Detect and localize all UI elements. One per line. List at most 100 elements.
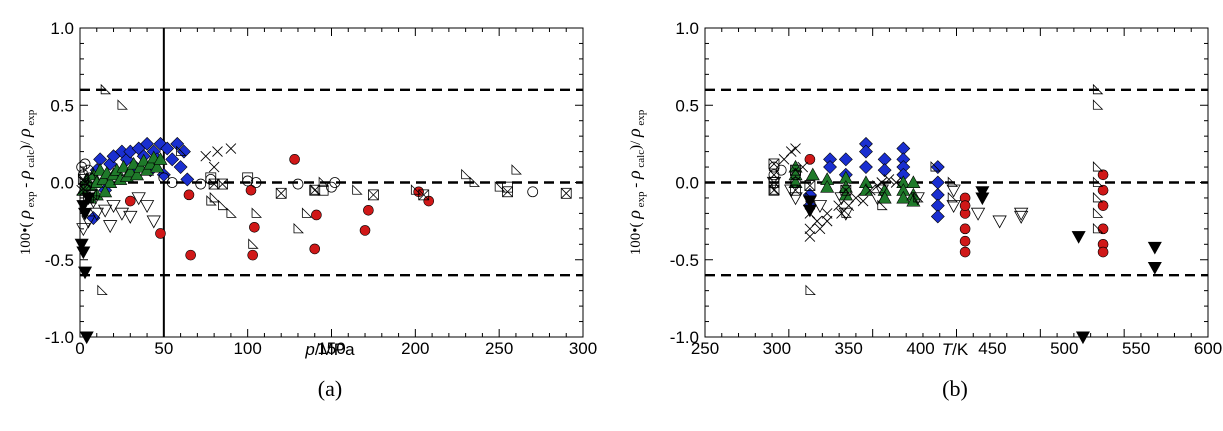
- x-tick-label: 450: [978, 339, 1006, 358]
- data-point: [959, 223, 971, 235]
- y-tick-label: 0.5: [50, 96, 74, 115]
- data-point: [176, 145, 187, 157]
- data-point: [874, 184, 889, 198]
- data-point: [797, 161, 809, 173]
- data-point: [833, 200, 844, 211]
- data-point: [1097, 200, 1109, 211]
- data-point: [131, 192, 146, 206]
- data-point: [859, 160, 873, 174]
- panel-caption: (a): [318, 376, 342, 401]
- data-point: [76, 161, 88, 173]
- data-point: [970, 207, 986, 221]
- y-tick-label: -0.5: [670, 251, 699, 270]
- data-point: [123, 210, 138, 224]
- data-point: [877, 199, 888, 211]
- data-point: [804, 231, 816, 242]
- data-point: [872, 180, 883, 191]
- y-tick-label: 0.0: [50, 174, 74, 193]
- data-point: [560, 187, 572, 199]
- data-point: [890, 177, 902, 188]
- data-point: [959, 235, 971, 247]
- data-point: [293, 222, 304, 234]
- data-point: [1092, 161, 1104, 172]
- data-point: [805, 191, 816, 203]
- x-tick-label: 100: [233, 339, 261, 358]
- data-point: [1075, 331, 1090, 345]
- data-point: [930, 175, 945, 190]
- data-point: [289, 154, 300, 165]
- data-point: [185, 249, 196, 261]
- data-point: [79, 158, 91, 170]
- data-point: [98, 184, 113, 198]
- data-point: [140, 136, 154, 151]
- series-triangle-down-filled: [802, 186, 1162, 345]
- data-point: [150, 159, 165, 173]
- series-cross: [768, 143, 902, 242]
- data-point: [292, 178, 304, 190]
- data-point: [1147, 241, 1162, 255]
- data-point: [1013, 210, 1029, 224]
- data-point: [129, 167, 145, 181]
- x-tick-label: 350: [835, 339, 863, 358]
- data-point: [410, 184, 422, 195]
- series-square-open: [205, 172, 513, 196]
- series-circle: [804, 154, 1109, 258]
- data-point: [876, 177, 888, 188]
- data-point: [301, 207, 313, 218]
- data-point: [225, 143, 237, 154]
- series-triangle-right-open: [769, 83, 1104, 296]
- data-point: [820, 180, 835, 193]
- data-point: [103, 220, 118, 234]
- data-point: [125, 195, 136, 207]
- data-point: [494, 181, 506, 192]
- data-point: [930, 160, 945, 174]
- data-point: [913, 191, 924, 203]
- data-point: [768, 169, 780, 181]
- data-point: [79, 331, 94, 345]
- data-point: [173, 160, 188, 174]
- data-point: [158, 172, 170, 184]
- data-point: [170, 136, 185, 151]
- data-point: [992, 215, 1007, 229]
- data-point: [850, 192, 862, 204]
- data-point: [218, 199, 229, 211]
- data-point: [1092, 207, 1104, 218]
- data-point: [864, 184, 876, 196]
- data-point: [975, 186, 990, 199]
- y-tick-label: 0.0: [675, 174, 699, 193]
- data-point: [242, 172, 254, 184]
- x-tick-label: 600: [1194, 339, 1222, 358]
- data-point: [209, 191, 221, 203]
- data-point: [166, 177, 178, 188]
- chart-panel-a: 0 50 100 150 200 250 300 -1.0 -0.5 0.0 0.5 1.0 p/MPa…: [14, 19, 597, 401]
- x-tick-label: 0: [75, 339, 84, 358]
- x-tick-label: 500: [1050, 339, 1078, 358]
- series-square-cross: [77, 174, 572, 204]
- data-point: [212, 146, 223, 157]
- data-point: [812, 200, 828, 213]
- data-point: [251, 207, 263, 218]
- data-point: [1071, 231, 1086, 244]
- data-point: [275, 187, 287, 199]
- data-point: [1092, 176, 1104, 187]
- data-point: [883, 174, 895, 185]
- data-point: [359, 225, 371, 236]
- data-point: [840, 184, 852, 196]
- data-point: [805, 167, 820, 181]
- data-point: [100, 83, 112, 95]
- data-point: [877, 163, 892, 178]
- x-axis-label: T/K: [942, 340, 969, 359]
- data-point: [1092, 191, 1104, 203]
- plot-frame: [704, 27, 1209, 338]
- data-point: [946, 184, 961, 198]
- data-point: [811, 215, 823, 227]
- data-point: [329, 177, 341, 188]
- data-point: [805, 284, 816, 296]
- data-point: [1013, 207, 1029, 221]
- series-diamond: [802, 136, 945, 224]
- data-point: [247, 249, 258, 261]
- data-point: [206, 195, 217, 206]
- data-point: [183, 189, 195, 201]
- data-point: [768, 177, 780, 188]
- data-point: [81, 215, 96, 229]
